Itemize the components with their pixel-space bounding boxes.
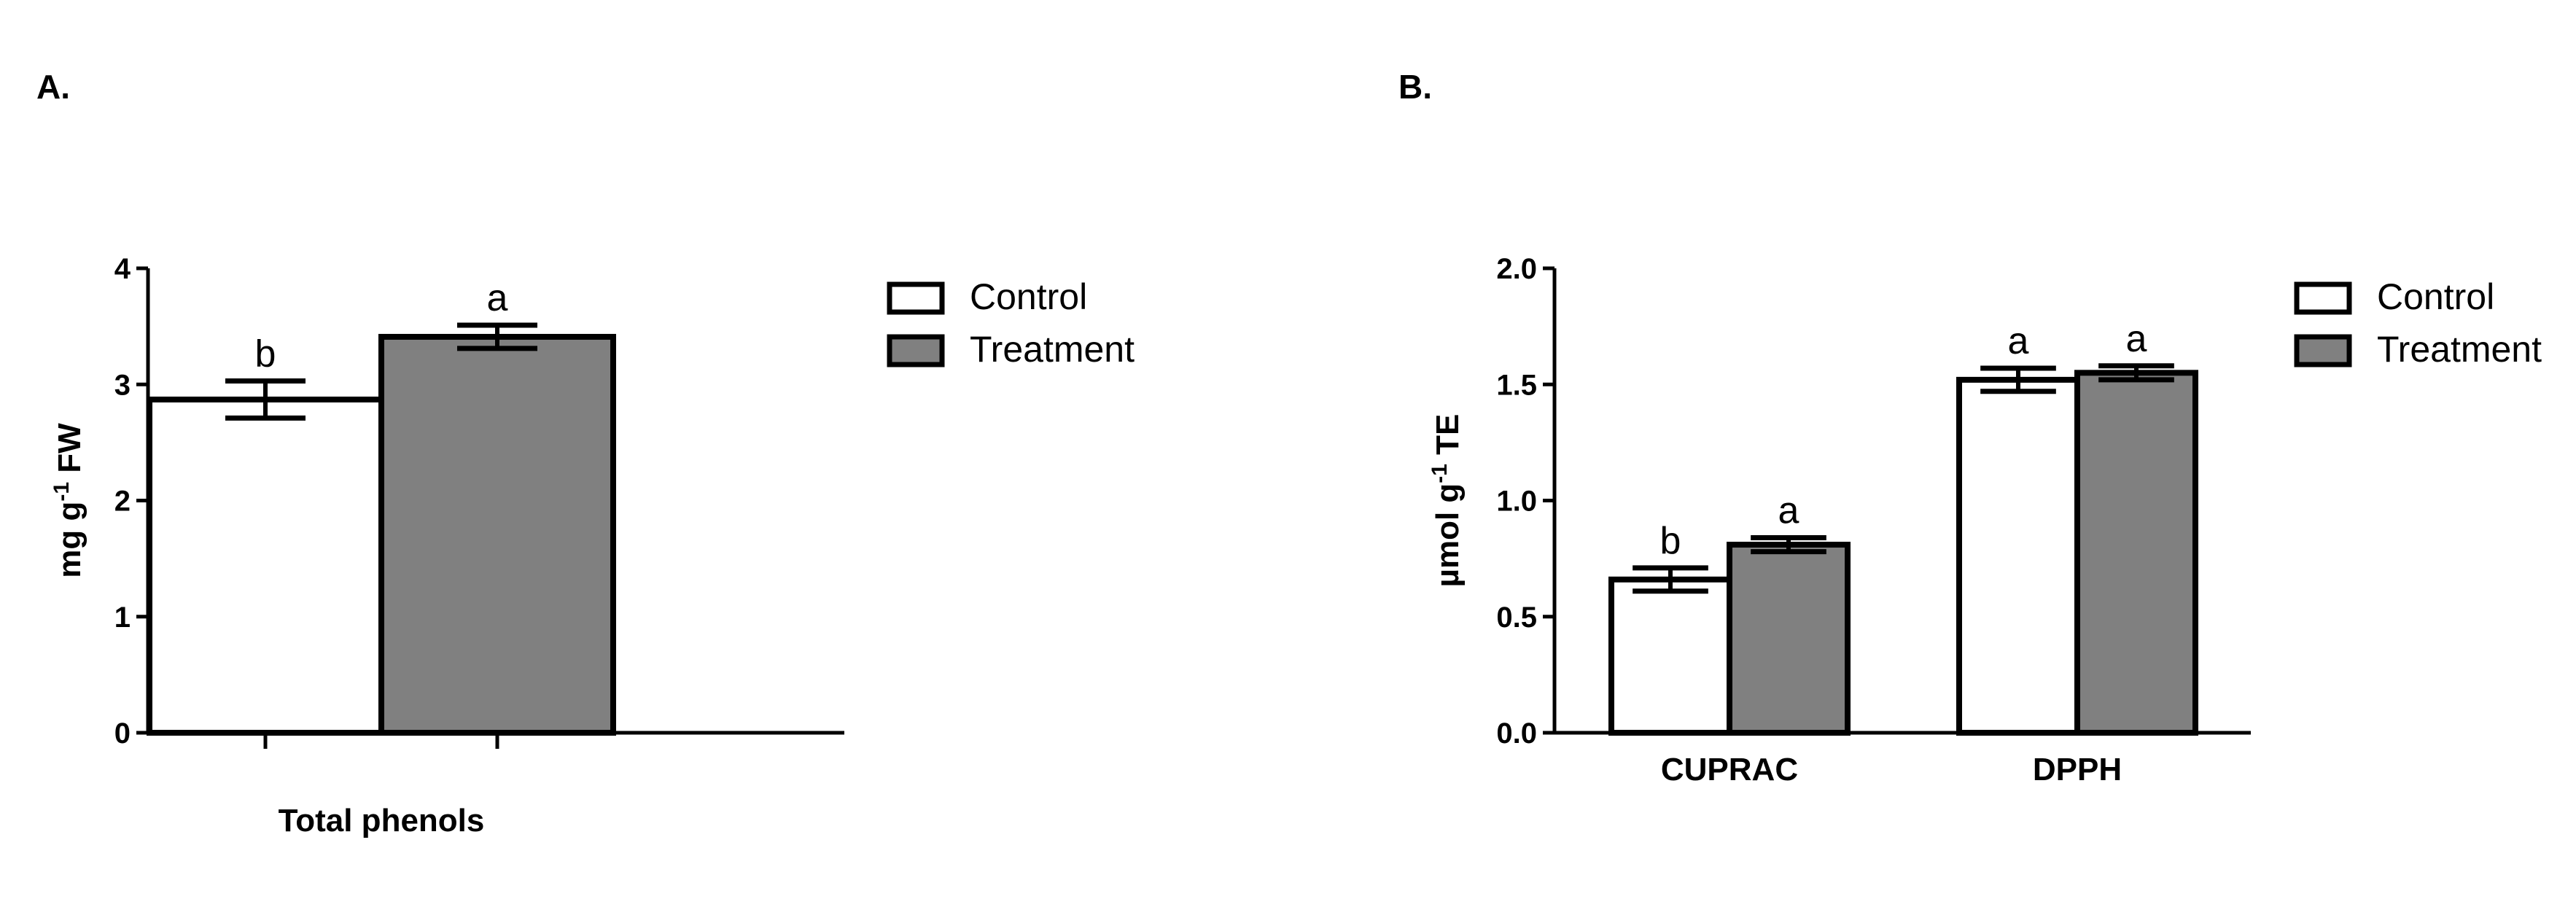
- legend-swatch-control: [2294, 281, 2352, 315]
- bar-control: [1956, 376, 2080, 736]
- significance-label: a: [487, 277, 508, 319]
- y-tick-label: 3: [114, 369, 131, 401]
- y-tick-label: 4: [114, 253, 131, 285]
- significance-label: a: [2008, 320, 2029, 362]
- significance-label: a: [2126, 318, 2147, 360]
- significance-label: a: [1778, 489, 1799, 532]
- category-label: Total phenols: [279, 803, 485, 838]
- panel-label: A.: [36, 68, 70, 106]
- chart-panel-b: B. 0.0 0.5 1.0 1.5 2.0 µmol g-1 TE b a CUPRAC a a DP…: [1398, 68, 2542, 787]
- panel-label: B.: [1398, 68, 1432, 106]
- y-tick-label: 1.5: [1496, 369, 1537, 401]
- legend-swatch-treatment: [2294, 334, 2352, 367]
- legend-label: Control: [2377, 276, 2494, 317]
- legend-label: Treatment: [2377, 329, 2542, 370]
- bar-control: [1608, 576, 1732, 736]
- y-axis-title: µmol g-1 TE: [1428, 414, 1466, 588]
- legend-swatch-treatment: [887, 334, 945, 367]
- bar-control: [147, 396, 384, 736]
- y-tick-label: 1: [114, 602, 131, 634]
- legend-swatch-control: [887, 281, 945, 315]
- y-tick-label: 0: [114, 717, 131, 750]
- y-tick-label: 0.0: [1496, 717, 1537, 750]
- y-tick-label: 1.0: [1496, 486, 1537, 518]
- y-tick-label: 2.0: [1496, 253, 1537, 285]
- y-axis-title: mg g-1 FW: [50, 423, 88, 578]
- bar-treatment: [2074, 370, 2198, 736]
- legend-label: Control: [970, 276, 1087, 317]
- legend-label: Treatment: [970, 329, 1135, 370]
- chart-panel-a: A. 0 1 2 3 4 mg g-1 FW b a Total phenols Control Tr…: [36, 68, 1135, 838]
- category-label: CUPRAC: [1661, 752, 1798, 787]
- significance-label: b: [1660, 520, 1681, 562]
- y-tick-label: 2: [114, 486, 131, 518]
- bar-treatment: [1727, 542, 1851, 736]
- y-tick-label: 0.5: [1496, 602, 1537, 634]
- category-label: DPPH: [2033, 752, 2122, 787]
- bar-treatment: [378, 333, 616, 736]
- significance-label: b: [255, 332, 276, 375]
